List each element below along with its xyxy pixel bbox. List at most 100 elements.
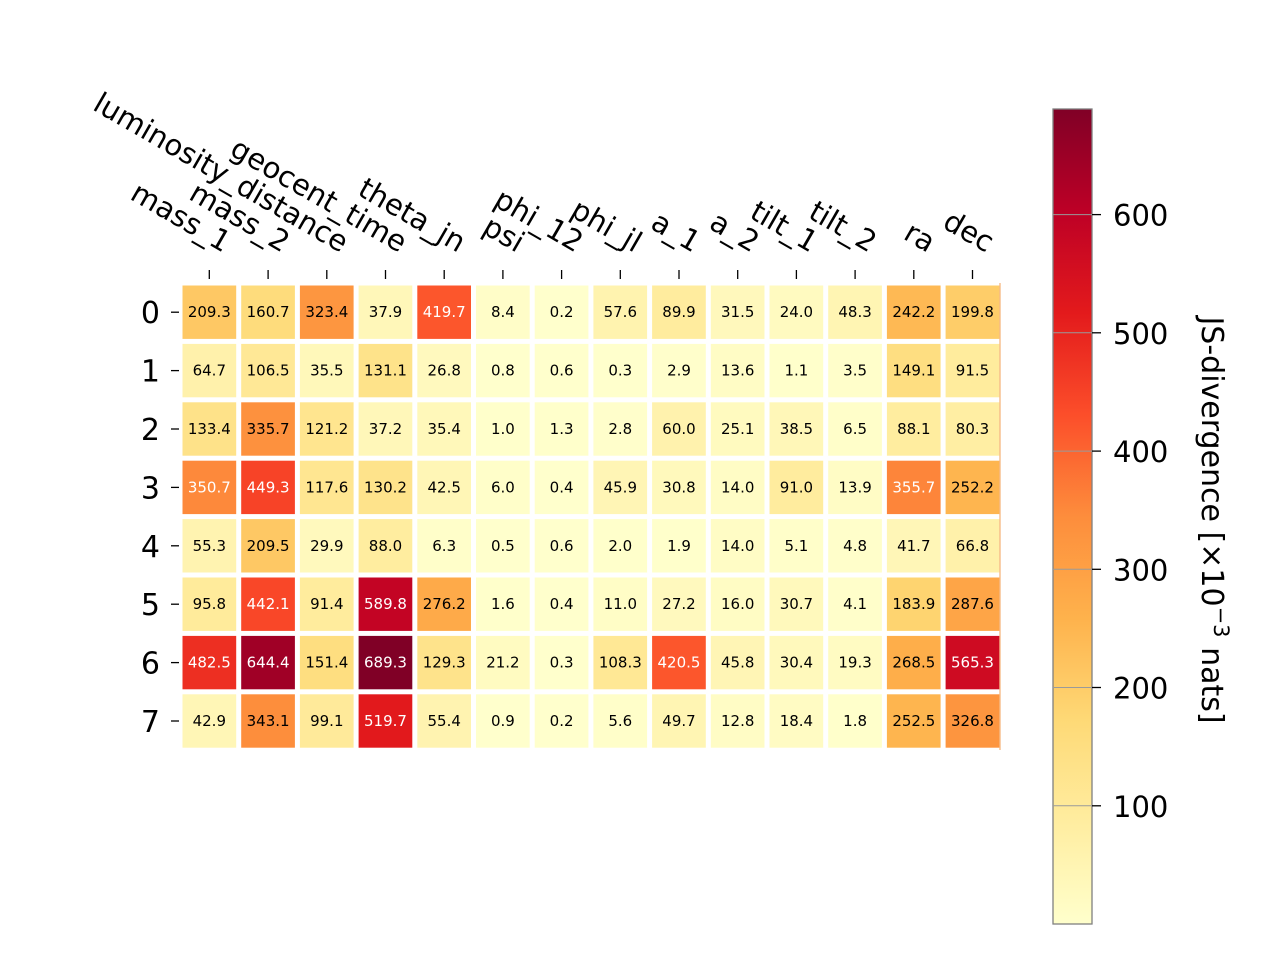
heatmap-cell bbox=[358, 694, 413, 748]
heatmap-cell bbox=[886, 343, 941, 398]
heatmap-cell bbox=[358, 402, 413, 456]
cell-value-label: 0.4 bbox=[550, 478, 574, 496]
colorbar-tick-label: 500 bbox=[1113, 317, 1168, 351]
heatmap-cell bbox=[299, 285, 354, 339]
cell-value-label: 42.9 bbox=[193, 712, 226, 730]
heatmap-cell bbox=[710, 343, 765, 398]
cell-value-label: 49.7 bbox=[662, 712, 695, 730]
heatmap-cell bbox=[534, 519, 589, 573]
heatmap-cell bbox=[476, 694, 530, 748]
cell-value-label: 1.9 bbox=[667, 537, 691, 555]
heatmap-cell bbox=[358, 460, 413, 515]
cell-value-label: 57.6 bbox=[604, 303, 637, 321]
cell-value-label: 42.5 bbox=[427, 478, 460, 496]
heatmap-cell bbox=[299, 343, 354, 398]
heatmap-cell bbox=[241, 577, 295, 631]
heatmap-cell bbox=[299, 577, 354, 631]
column-label: dec bbox=[938, 204, 1000, 260]
heatmap-cell bbox=[945, 577, 1000, 631]
heatmap-cell bbox=[476, 402, 530, 456]
cell-value-label: 0.4 bbox=[550, 595, 574, 613]
heatmap-cell bbox=[417, 402, 471, 456]
column-label: ra bbox=[899, 215, 942, 259]
cell-value-label: 160.7 bbox=[247, 303, 290, 321]
colorbar-tick-label: 100 bbox=[1113, 790, 1168, 824]
heatmap-cell bbox=[182, 285, 237, 339]
heatmap-cell bbox=[241, 402, 295, 456]
cell-value-label: 133.4 bbox=[188, 420, 231, 438]
cell-value-label: 45.8 bbox=[721, 654, 754, 672]
colorbar-tick-label: 300 bbox=[1113, 553, 1168, 587]
cell-value-label: 482.5 bbox=[188, 654, 231, 672]
cell-value-label: 30.7 bbox=[780, 595, 813, 613]
heatmap-cell bbox=[182, 519, 237, 573]
cell-value-label: 419.7 bbox=[423, 303, 466, 321]
cell-value-label: 1.8 bbox=[843, 712, 867, 730]
heatmap-cell bbox=[241, 519, 295, 573]
cell-value-label: 55.4 bbox=[427, 712, 460, 730]
heatmap-cell bbox=[593, 285, 648, 339]
cell-value-label: 0.2 bbox=[550, 712, 574, 730]
cell-value-label: 3.5 bbox=[843, 362, 867, 380]
heatmap-cell bbox=[769, 577, 824, 631]
heatmap-cells: 209.3 160.7 323.4 37.9 419.7 8.4 0.2 57.6 89.9 31… bbox=[182, 285, 1000, 748]
cell-value-label: 106.5 bbox=[247, 362, 290, 380]
heatmap-cell bbox=[828, 460, 882, 515]
heatmap-cell bbox=[710, 285, 765, 339]
heatmap-cell bbox=[945, 343, 1000, 398]
cell-value-label: 19.3 bbox=[838, 654, 871, 672]
cell-value-label: 149.1 bbox=[892, 362, 935, 380]
cell-value-label: 64.7 bbox=[193, 362, 226, 380]
colorbar-label-exponent: −3 bbox=[1209, 607, 1233, 638]
heatmap-cell bbox=[886, 402, 941, 456]
heatmap-cell bbox=[241, 285, 295, 339]
heatmap-cell bbox=[828, 577, 882, 631]
cell-value-label: 355.7 bbox=[892, 478, 935, 496]
cell-value-label: 131.1 bbox=[364, 362, 407, 380]
cell-value-label: 13.6 bbox=[721, 362, 754, 380]
cell-value-label: 38.5 bbox=[780, 420, 813, 438]
cell-value-label: 48.3 bbox=[838, 303, 871, 321]
heatmap-cell bbox=[417, 694, 471, 748]
cell-value-label: 88.0 bbox=[369, 537, 402, 555]
heatmap-cell bbox=[241, 343, 295, 398]
heatmap-cell bbox=[417, 343, 471, 398]
heatmap-cell bbox=[299, 402, 354, 456]
heatmap-cell bbox=[417, 285, 471, 339]
cell-value-label: 1.3 bbox=[550, 420, 574, 438]
cell-value-label: 5.1 bbox=[784, 537, 808, 555]
cell-value-label: 5.6 bbox=[608, 712, 632, 730]
heatmap-cell bbox=[182, 402, 237, 456]
heatmap-cell bbox=[710, 460, 765, 515]
row-label: 4 bbox=[141, 530, 160, 565]
row-label: 1 bbox=[141, 355, 160, 390]
cell-value-label: 6.0 bbox=[491, 478, 515, 496]
cell-value-label: 37.2 bbox=[369, 420, 402, 438]
heatmap-cell bbox=[652, 694, 706, 748]
heatmap-cell bbox=[358, 519, 413, 573]
cell-value-label: 0.8 bbox=[491, 362, 515, 380]
cell-value-label: 95.8 bbox=[193, 595, 226, 613]
heatmap-cell bbox=[886, 635, 941, 690]
heatmap-cell bbox=[828, 402, 882, 456]
cell-value-label: 420.5 bbox=[658, 654, 701, 672]
heatmap-cell bbox=[710, 402, 765, 456]
colorbar-label-main: JS-divergence [×10 bbox=[1194, 314, 1229, 606]
heatmap-cell bbox=[886, 577, 941, 631]
heatmap-cell bbox=[769, 460, 824, 515]
heatmap-cell bbox=[241, 635, 295, 690]
cell-value-label: 1.1 bbox=[784, 362, 808, 380]
heatmap-cell bbox=[476, 635, 530, 690]
heatmap-cell bbox=[182, 577, 237, 631]
cell-value-label: 0.9 bbox=[491, 712, 515, 730]
cell-value-label: 14.0 bbox=[721, 537, 754, 555]
heatmap-cell bbox=[769, 635, 824, 690]
colorbar-ticks: 100 200 300 400 500 600 bbox=[1053, 199, 1168, 824]
cell-value-label: 8.4 bbox=[491, 303, 515, 321]
heatmap-cell bbox=[769, 402, 824, 456]
cell-value-label: 335.7 bbox=[247, 420, 290, 438]
heatmap-cell bbox=[534, 694, 589, 748]
cell-value-label: 66.8 bbox=[956, 537, 989, 555]
cell-value-label: 26.8 bbox=[427, 362, 460, 380]
cell-value-label: 589.8 bbox=[364, 595, 407, 613]
